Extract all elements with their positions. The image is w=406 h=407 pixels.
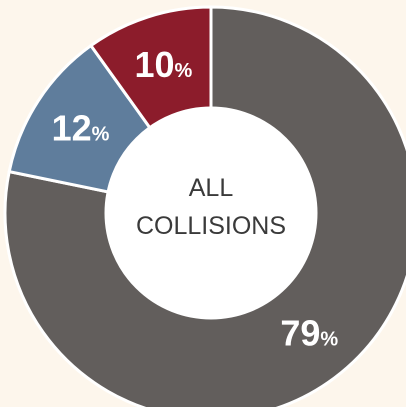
slice-value-1: 12	[52, 107, 92, 148]
slice-label-2: 10%	[134, 44, 192, 85]
center-label-line-1: ALL	[189, 174, 234, 202]
slice-percent-sign-1: %	[92, 123, 110, 145]
slice-value-2: 10	[134, 44, 174, 85]
center-hole	[104, 106, 318, 320]
slice-value-0: 79	[280, 312, 320, 353]
slice-percent-sign-2: %	[175, 60, 193, 82]
slice-percent-sign-0: %	[320, 328, 338, 350]
slice-label-1: 12%	[52, 107, 110, 148]
slice-label-0: 79%	[280, 312, 338, 353]
center-label-line-2: COLLISIONS	[136, 212, 286, 240]
donut-slice-0	[3, 5, 406, 407]
slice-labels-group: 79%12%10%	[52, 44, 339, 354]
